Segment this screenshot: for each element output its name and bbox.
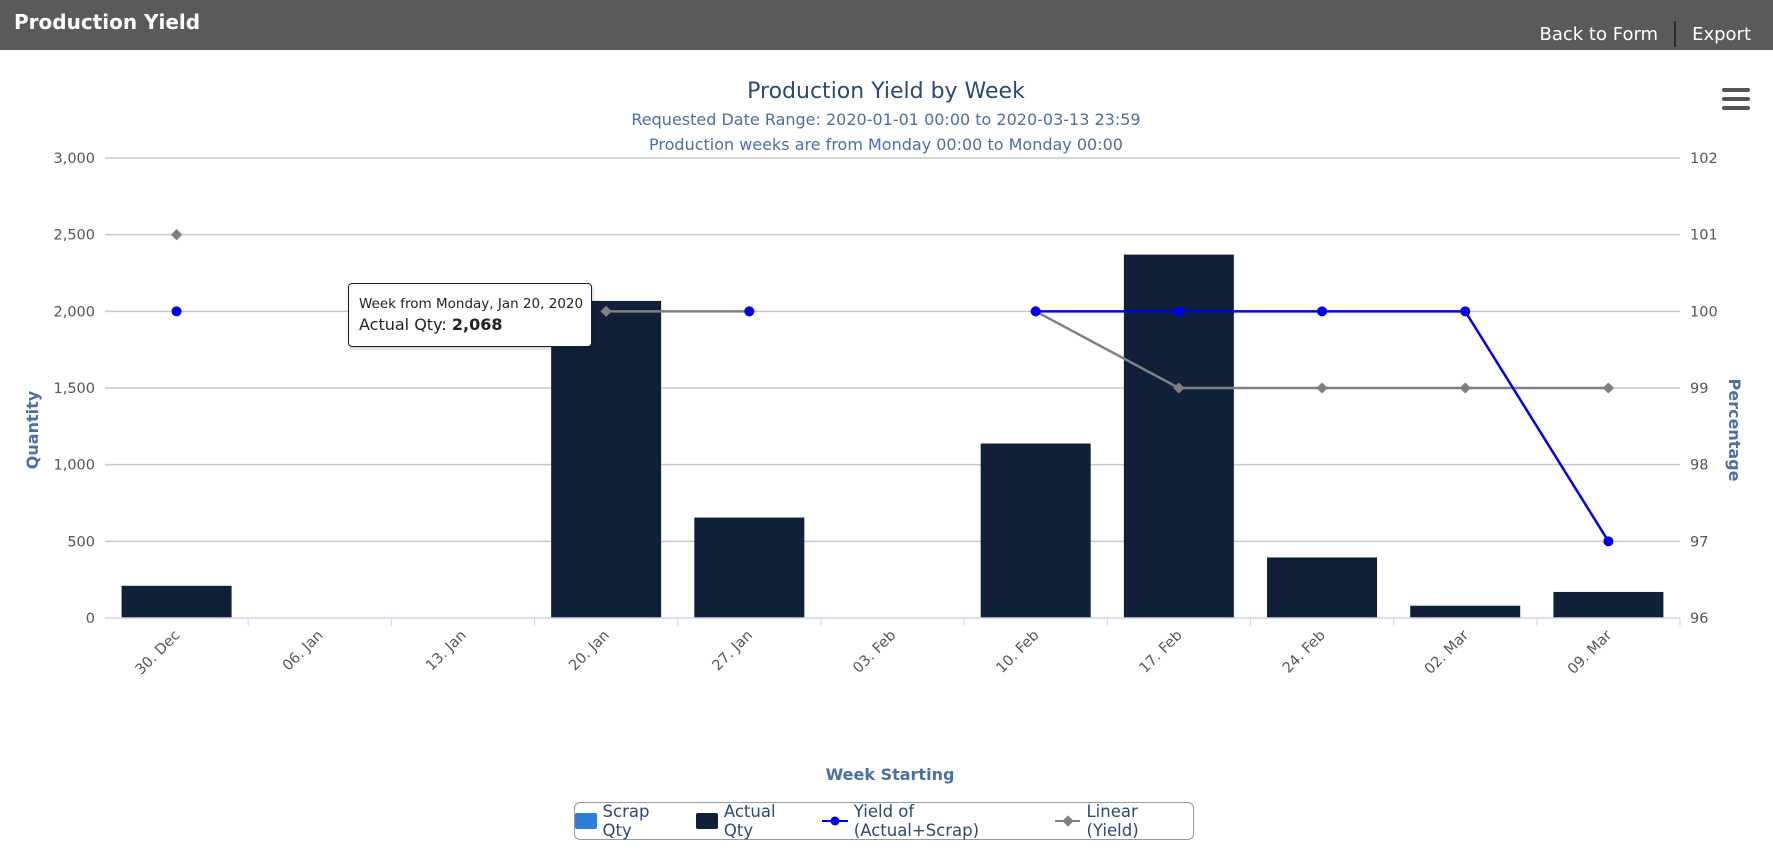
header-divider	[1674, 21, 1677, 47]
y2-tick-label: 96	[1690, 611, 1708, 627]
y-tick-label: 0	[86, 611, 95, 627]
page-title: Production Yield	[14, 10, 201, 34]
x-tick-label: 30. Dec	[133, 628, 184, 679]
y-axis-label: Quantity	[23, 390, 42, 469]
y-tick-label: 3,000	[53, 151, 95, 167]
export-button[interactable]: Export	[1692, 23, 1751, 45]
chart-title: Production Yield by Week	[747, 79, 1025, 104]
x-tick-label: 06. Jan	[280, 628, 327, 675]
y-axis-ticks: 0 500 1,000 1,500 2,000 2,500 3,000	[53, 151, 95, 627]
linear-yield-point	[1316, 382, 1328, 394]
y2-tick-label: 98	[1690, 458, 1708, 474]
x-tick-label: 10. Feb	[993, 628, 1042, 677]
y2-tick-label: 101	[1690, 228, 1718, 244]
y2-tick-label: 102	[1690, 151, 1718, 167]
linear-yield-point	[600, 305, 612, 317]
header-actions: Back to Form Export	[1538, 21, 1753, 47]
x-tick-label: 13. Jan	[423, 628, 470, 675]
yield-point	[1603, 536, 1614, 547]
legend-item-yield[interactable]: Yield of (Actual+Scrap)	[822, 802, 1041, 840]
x-axis-label: Week Starting	[826, 765, 955, 784]
tooltip-label: Actual Qty	[359, 315, 442, 334]
y2-tick-label: 97	[1690, 534, 1708, 550]
yield-point	[744, 306, 755, 317]
x-tick-label: 09. Mar	[1565, 627, 1615, 677]
legend-item-linear-yield[interactable]: Linear (Yield)	[1055, 802, 1193, 840]
legend-label-scrap: Scrap Qty	[602, 802, 650, 840]
grid-lines	[105, 157, 1680, 543]
legend-swatch-actual	[696, 813, 718, 829]
yield-point	[1173, 306, 1184, 317]
yield-point	[1030, 306, 1041, 317]
legend-line-linear-icon	[1055, 815, 1081, 827]
linear-yield-point	[170, 229, 183, 241]
tooltip-body: Actual Qty: 2,068	[359, 315, 503, 334]
actual-qty-bar	[1553, 591, 1664, 618]
x-axis: 30. Dec 06. Jan 13. Jan 20. Jan 27. Jan 03. F…	[105, 617, 1681, 679]
chart-tooltip: Week from Monday, Jan 20, 2020 Actual Qt…	[348, 283, 592, 347]
actual-qty-bar	[980, 443, 1091, 618]
actual-qty-bar	[1410, 605, 1521, 618]
production-yield-chart: Production Yield by Week Requested Date …	[23, 79, 1744, 784]
legend-label-actual: Actual Qty	[723, 802, 776, 840]
linear-yield-point	[1602, 382, 1615, 394]
yield-point	[171, 306, 182, 317]
legend-item-scrap-qty[interactable]: Scrap Qty	[575, 802, 682, 840]
x-tick-label: 24. Feb	[1280, 628, 1329, 677]
x-tick-label: 20. Jan	[566, 628, 613, 675]
y-tick-label: 2,500	[53, 228, 95, 244]
y2-axis-label: Percentage	[1725, 379, 1744, 482]
yield-line	[1035, 310, 1610, 542]
legend-line-yield-icon	[822, 816, 848, 826]
y2-axis-ticks: 96 97 98 99 100 101 102	[1690, 151, 1718, 627]
actual-qty-bar	[551, 300, 662, 618]
x-tick-label: 27. Jan	[709, 628, 756, 675]
back-to-form-button[interactable]: Back to Form	[1539, 23, 1659, 45]
chart-legend: Scrap Qty Actual Qty Yield of (Actual+Sc…	[574, 802, 1194, 840]
linear-yield-line	[606, 310, 1609, 390]
yield-point	[1460, 306, 1471, 317]
linear-yield-point	[1173, 382, 1185, 394]
y-tick-label: 2,000	[53, 304, 95, 320]
yield-point	[1317, 306, 1328, 317]
y2-tick-label: 99	[1690, 381, 1708, 397]
legend-label-linear: Linear (Yield)	[1086, 802, 1139, 840]
app-header: Production Yield Back to Form Export	[0, 0, 1773, 50]
chart-menu-icon[interactable]	[1722, 88, 1750, 112]
x-tick-label: 17. Feb	[1137, 628, 1186, 677]
legend-label-yield: Yield of (Actual+Scrap)	[853, 802, 980, 840]
x-tick-label: 03. Feb	[850, 628, 899, 677]
y-tick-label: 500	[67, 534, 95, 550]
actual-qty-bar	[694, 517, 805, 618]
tooltip-value: 2,068	[451, 315, 503, 334]
x-tick-label: 02. Mar	[1422, 627, 1472, 677]
y2-tick-label: 100	[1690, 304, 1718, 320]
chart-subtitle-weeks: Production weeks are from Monday 00:00 t…	[649, 135, 1123, 154]
legend-item-actual-qty[interactable]: Actual Qty	[696, 802, 808, 840]
tooltip-header: Week from Monday, Jan 20, 2020	[359, 296, 584, 312]
chart-subtitle-date-range: Requested Date Range: 2020-01-01 00:00 t…	[631, 110, 1140, 129]
series-lines	[170, 229, 1615, 547]
actual-qty-bar	[121, 585, 232, 618]
linear-yield-point	[1459, 382, 1471, 394]
actual-qty-bar	[1267, 557, 1378, 618]
y-tick-label: 1,500	[53, 381, 95, 397]
legend-swatch-scrap	[575, 813, 597, 829]
y-tick-label: 1,000	[53, 458, 95, 474]
bars	[121, 254, 1664, 618]
